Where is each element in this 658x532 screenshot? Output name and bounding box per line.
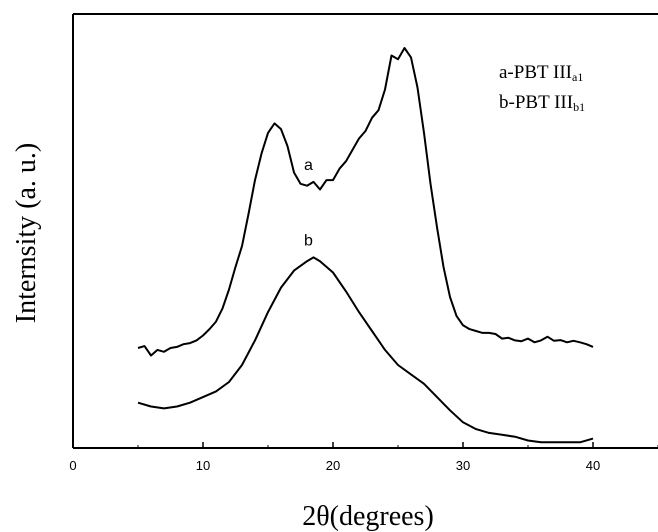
legend-entry-a: a-PBT IIIa1 [499,62,583,84]
legend-entry-b: b-PBT IIIb1 [499,92,585,114]
legend-entry-a-main: a-PBT III [499,62,572,83]
series-group [137,47,594,444]
curve-label-b: b [304,232,313,249]
x-tick-label-0: 0 [69,458,76,473]
legend-entry-b-main: b-PBT III [499,92,573,113]
x-tick-label-4: 40 [586,458,600,473]
curve-label-a: a [304,157,313,174]
series-line-a [137,47,594,357]
x-tick-label-2: 20 [326,458,340,473]
legend-entry-a-sub: a1 [572,70,583,84]
x-tick-label-3: 30 [456,458,470,473]
series-line-b [137,256,594,444]
curve-labels: ab [304,157,313,249]
x-tick-label-1: 10 [196,458,210,473]
y-axis-title: Internsity (a. u.) [11,143,42,323]
legend: a-PBT IIIa1 b-PBT IIIb1 [499,62,585,114]
x-axis-title: 2θ(degrees) [302,501,434,532]
legend-entry-b-sub: b1 [573,100,585,114]
x-axis-ticks: 0 10 20 30 40 [69,442,658,473]
plot-frame [72,13,658,449]
